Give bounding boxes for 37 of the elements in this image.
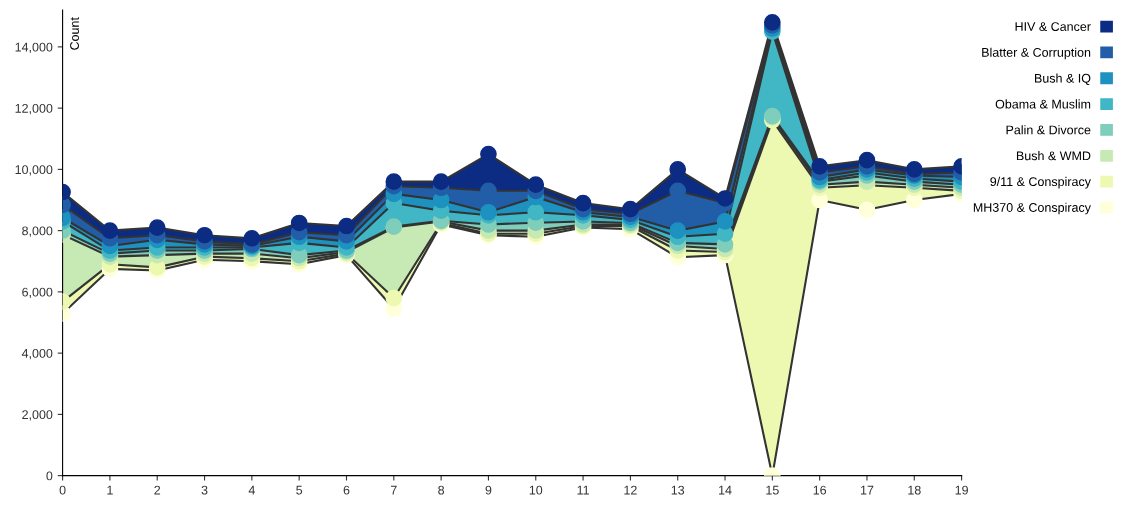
y-tick-label: 14,000 [15,42,53,53]
x-tick-label: 13 [671,485,685,495]
x-tick-label: 14 [719,485,732,495]
x-tick-label: 15 [766,485,779,495]
x-tick-label: 0 [59,485,66,495]
x-tick-label: 8 [438,485,445,495]
legend-label: Blatter & Corruption [982,47,1091,60]
legend-label: Palin & Divorce [1006,125,1091,135]
y-tick-label: 12,000 [15,103,53,115]
legend-label: Bush & IQ [1035,73,1091,85]
y-tick-label: 6,000 [22,287,53,299]
legend-label: MH370 & Conspiracy [973,202,1091,215]
y-tick-label: 0 [46,471,53,481]
x-tick-label: 4 [248,485,255,495]
x-tick-label: 5 [296,485,303,495]
x-tick-label: 1 [107,485,113,495]
legend-label: HIV & Cancer [1015,22,1091,31]
y-tick-label: 10,000 [15,165,53,176]
legend-label: Obama & Muslim [995,99,1091,109]
y-tick-label: 4,000 [21,348,53,360]
x-tick-label: 17 [860,485,874,495]
y-axis-title: Count [70,17,79,50]
x-tick-label: 10 [529,485,543,495]
x-tick-label: 6 [343,485,350,495]
y-tick-label: 8,000 [22,226,53,237]
x-tick-label: 11 [577,485,589,495]
legend-label: Bush & WMD [1016,151,1091,161]
x-tick-label: 7 [390,485,397,495]
y-tick-label: 2,000 [22,410,53,421]
x-tick-label: 12 [624,485,637,495]
x-tick-label: 16 [813,485,827,495]
x-tick-label: 18 [908,485,921,495]
x-tick-label: 2 [154,485,161,495]
legend-label: 9/11 & Conspiracy [990,176,1091,189]
x-tick-label: 9 [485,485,492,495]
x-tick-label: 19 [955,485,968,495]
x-tick-label: 3 [201,485,208,495]
